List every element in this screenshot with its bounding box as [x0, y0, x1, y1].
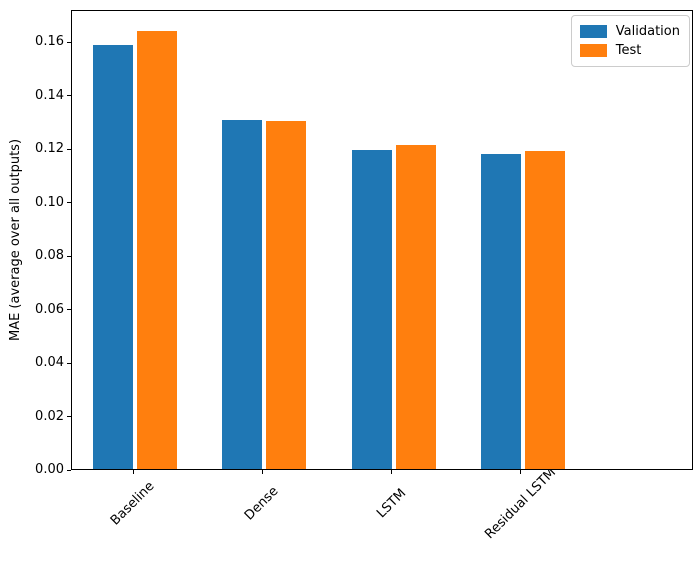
bar-test-lstm: [395, 145, 436, 470]
y-tick-label-0.00: 0.00: [35, 462, 64, 477]
y-tick-label-0.04: 0.04: [35, 355, 64, 371]
validation-color-patch: [579, 25, 607, 38]
bar-validation-dense: [222, 120, 263, 470]
y-axis-label: MAE (average over all outputs): [8, 138, 23, 342]
y-tick-label-0.02: 0.02: [35, 408, 64, 424]
y-tick-mark-0.16: [67, 41, 71, 43]
bar-test-residual-lstm: [524, 151, 565, 470]
y-tick-label-0.06: 0.06: [35, 301, 64, 317]
x-tick-mark-baseline: [132, 470, 134, 474]
y-tick-mark-0.02: [67, 416, 71, 417]
x-tick-label-baseline: Baseline: [108, 478, 158, 529]
x-tick-label-residual-lstm: Residual LSTM: [481, 465, 559, 543]
x-tick-label-dense: Dense: [242, 483, 282, 524]
test-color-patch: [579, 44, 607, 57]
y-tick-mark-0.10: [67, 202, 71, 204]
legend-label-validation: Validation: [615, 23, 680, 39]
y-tick-mark-0.00: [67, 469, 71, 471]
y-tick-mark-0.12: [67, 148, 71, 150]
y-tick-label-0.14: 0.14: [35, 87, 64, 103]
y-tick-label-0.08: 0.08: [35, 248, 64, 264]
y-tick-label-0.10: 0.10: [35, 194, 64, 210]
bar-test-baseline: [137, 31, 178, 470]
x-tick-mark-residual-lstm: [520, 470, 522, 474]
y-tick-label-0.12: 0.12: [35, 141, 64, 157]
bar-validation-baseline: [93, 44, 134, 470]
bar-validation-residual-lstm: [480, 153, 521, 470]
x-tick-label-lstm: LSTM: [373, 486, 409, 522]
x-tick-mark-lstm: [391, 470, 393, 474]
legend-item-test: Test: [579, 41, 680, 60]
y-tick-mark-0.14: [67, 95, 71, 97]
y-tick-label-0.16: 0.16: [35, 34, 64, 50]
legend: Validation Test: [570, 15, 690, 67]
y-tick-mark-0.08: [67, 255, 71, 257]
legend-label-test: Test: [615, 42, 642, 58]
y-tick-mark-0.04: [67, 362, 71, 364]
bar-test-dense: [266, 120, 307, 470]
x-tick-mark-dense: [261, 470, 263, 474]
y-tick-mark-0.06: [67, 309, 71, 311]
legend-item-validation: Validation: [579, 22, 680, 41]
bar-validation-lstm: [351, 149, 392, 470]
